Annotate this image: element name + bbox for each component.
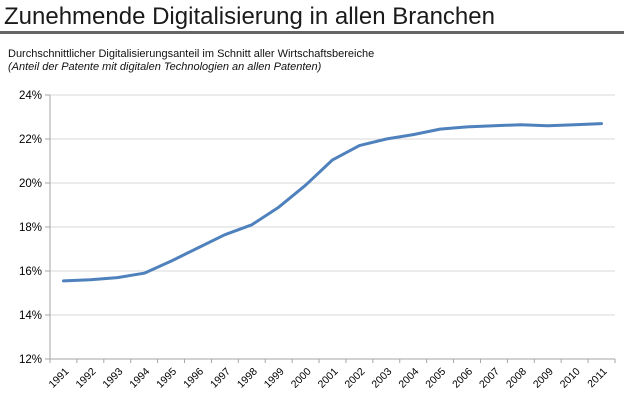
x-axis-label: 1997	[208, 366, 233, 391]
data-series-line	[62, 122, 603, 283]
y-axis-label: 16%	[19, 266, 42, 278]
x-axis-label: 1996	[181, 366, 206, 391]
x-axis-label: 1991	[47, 366, 72, 391]
x-axis-label: 1992	[73, 366, 98, 391]
y-axis-label: 20%	[19, 178, 42, 190]
y-axis-label: 24%	[19, 90, 42, 102]
x-axis-label: 1995	[154, 366, 179, 391]
x-axis-label: 2006	[450, 366, 475, 391]
x-axis-label: 2005	[423, 366, 448, 391]
title-divider-rule	[0, 31, 624, 34]
y-axis-label: 14%	[19, 310, 42, 322]
x-axis-label: 2000	[289, 366, 314, 391]
y-axis-label: 18%	[19, 222, 42, 234]
x-axis-label: 2008	[504, 366, 529, 391]
x-axis-label: 2007	[477, 366, 502, 391]
y-axis-label: 22%	[19, 134, 42, 146]
x-axis-label: 2010	[558, 366, 583, 391]
x-axis-label: 2003	[369, 366, 394, 391]
chart-subtitle: Durchschnittlicher Digitalisierungsantei…	[8, 48, 375, 60]
y-axis-label: 12%	[19, 354, 42, 366]
x-axis-label: 2001	[316, 366, 341, 391]
x-axis-label: 1998	[235, 366, 260, 391]
x-axis-label: 1993	[100, 366, 125, 391]
x-axis-label: 2011	[585, 366, 610, 391]
chart-area: 12% 14% 16% 18% 20% 22% 24% 1991 1992 1993 1994 199…	[0, 85, 624, 420]
page-title: Zunehmende Digitalisierung in allen Bran…	[4, 3, 495, 30]
x-axis-label: 2004	[396, 366, 421, 391]
digitalization-line-chart: 12%14%16%18%20%22%24%1991 1992 1993 1994 199…	[19, 90, 616, 391]
x-axis-label: 1994	[127, 366, 152, 391]
chart-subtitle-note: (Anteil der Patente mit digitalen Techno…	[8, 61, 322, 73]
x-axis-label: 2002	[343, 366, 368, 391]
x-axis-label: 1999	[262, 366, 287, 391]
x-axis-label: 2009	[531, 366, 556, 391]
